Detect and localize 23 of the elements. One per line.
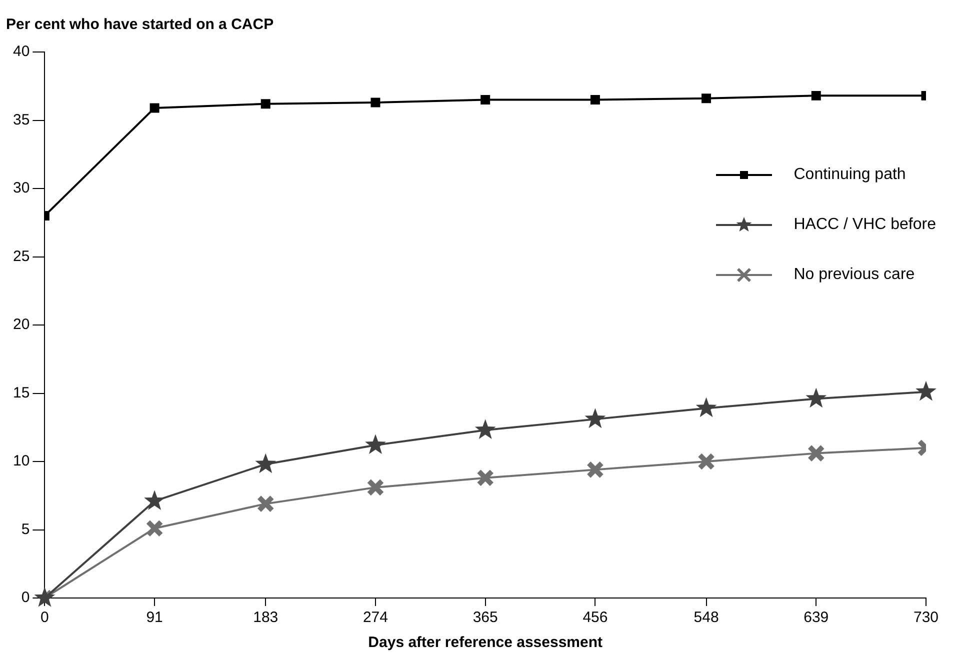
x-tick-label: 91	[146, 609, 163, 626]
y-tick-label: 5	[21, 520, 30, 538]
y-tick-label: 10	[12, 452, 30, 470]
x-tick-label: 456	[582, 609, 608, 626]
y-tick-label: 20	[12, 316, 30, 334]
x-tick-label: 730	[913, 609, 939, 626]
x-tick-label: 274	[362, 609, 388, 626]
x-tick-label: 365	[472, 609, 498, 626]
legend-label: No previous care	[794, 266, 915, 284]
y-axis-title: Per cent who have started on a CACP	[6, 16, 274, 33]
y-tick-label: 0	[21, 589, 30, 606]
x-tick-label: 639	[804, 609, 829, 626]
legend-label: Continuing path	[794, 166, 906, 184]
x-axis-title: Days after reference assessment	[368, 634, 602, 652]
y-tick-label: 35	[12, 111, 30, 128]
legend-label: HACC / VHC before	[794, 216, 936, 234]
x-tick-label: 0	[40, 609, 49, 626]
y-tick-label: 40	[12, 43, 30, 60]
x-tick-label: 183	[253, 609, 278, 626]
y-tick-label: 30	[12, 180, 30, 197]
y-tick-label: 15	[12, 384, 30, 402]
y-tick-label: 25	[12, 248, 30, 265]
x-tick-label: 548	[694, 609, 719, 626]
